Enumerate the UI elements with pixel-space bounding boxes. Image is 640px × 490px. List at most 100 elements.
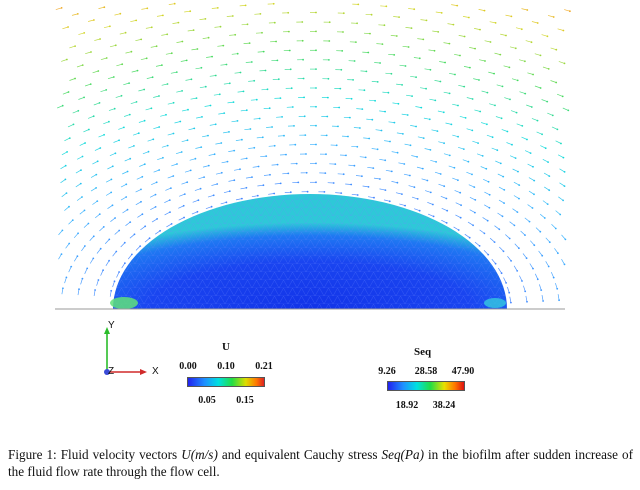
- velocity-vector: [512, 168, 519, 172]
- velocity-vector: [356, 108, 363, 110]
- velocity-vector: [466, 128, 473, 131]
- velocity-vector-head: [128, 113, 131, 116]
- velocity-vector: [525, 295, 528, 302]
- velocity-vector: [266, 126, 273, 128]
- velocity-vector-head: [245, 186, 248, 189]
- velocity-vector-head: [332, 182, 335, 184]
- velocity-vector: [371, 81, 378, 83]
- velocity-vector-head: [488, 206, 491, 209]
- velocity-vector-head: [315, 124, 317, 127]
- velocity-vector-head: [66, 58, 68, 61]
- velocity-vector-head: [81, 155, 84, 158]
- velocity-vector: [109, 290, 112, 297]
- velocity-vector: [235, 198, 242, 201]
- velocity-vector: [481, 90, 488, 93]
- velocity-vector-head: [70, 265, 73, 268]
- velocity-vector-head: [376, 81, 379, 83]
- velocity-vector-head: [315, 49, 317, 52]
- velocity-vector: [499, 246, 504, 252]
- velocity-vector: [60, 165, 66, 170]
- velocity-vector: [245, 61, 252, 63]
- velocity-vector-head: [416, 198, 419, 200]
- velocity-vector-head: [95, 173, 98, 176]
- velocity-vector: [74, 256, 78, 262]
- velocity-vector: [379, 110, 386, 112]
- velocity-vector: [240, 158, 247, 160]
- velocity-vector-head: [150, 107, 153, 110]
- velocity-vector-head: [524, 60, 526, 63]
- velocity-vector-head: [288, 30, 290, 33]
- velocity-vector-head: [244, 4, 247, 7]
- velocity-vector-head: [540, 289, 543, 291]
- velocity-vector: [523, 285, 526, 292]
- velocity-vector-head: [219, 25, 222, 28]
- velocity-vector-head: [287, 172, 290, 175]
- velocity-vector-head: [410, 27, 413, 29]
- velocity-vector-head: [510, 15, 513, 18]
- velocity-vector: [155, 230, 161, 235]
- velocity-vector: [190, 97, 197, 100]
- velocity-vector-head: [128, 82, 131, 84]
- velocity-vector: [120, 196, 127, 201]
- velocity-vector-head: [420, 106, 423, 109]
- velocity-vector-head: [269, 173, 271, 176]
- velocity-vector: [501, 129, 508, 132]
- velocity-vector: [215, 172, 222, 175]
- velocity-vector-head: [181, 90, 184, 92]
- velocity-vector-head: [502, 250, 505, 253]
- velocity-vector-head: [115, 250, 118, 253]
- velocity-vector-head: [108, 238, 111, 241]
- velocity-vector-head: [381, 43, 384, 45]
- velocity-vector-head: [179, 120, 182, 123]
- velocity-vector-head: [448, 92, 451, 95]
- velocity-vector-head: [103, 6, 106, 9]
- velocity-vector: [550, 80, 557, 83]
- velocity-vector: [478, 9, 485, 11]
- velocity-vector: [71, 13, 78, 16]
- velocity-vector: [220, 201, 227, 205]
- velocity-vector-head: [562, 29, 565, 32]
- velocity-vector: [403, 173, 410, 176]
- velocity-vector: [424, 148, 431, 151]
- velocity-vector-head: [212, 194, 215, 197]
- velocity-vector: [79, 142, 86, 146]
- velocity-vector-head: [460, 204, 462, 207]
- velocity-vector-head: [140, 38, 143, 41]
- velocity-vector: [335, 192, 342, 194]
- velocity-vector-head: [110, 178, 113, 181]
- velocity-vector: [92, 200, 98, 205]
- velocity-vector-head: [102, 226, 105, 228]
- velocity-vector: [227, 101, 234, 104]
- velocity-vector: [447, 23, 454, 25]
- velocity-vector: [513, 181, 520, 186]
- velocity-vector-head: [151, 76, 154, 79]
- velocity-vector: [121, 262, 126, 269]
- velocity-vector: [510, 110, 517, 113]
- velocity-vector-head: [297, 181, 300, 184]
- velocity-vector-head: [214, 123, 217, 126]
- velocity-vector: [105, 260, 110, 266]
- velocity-vector-head: [152, 138, 155, 141]
- velocity-vector-head: [401, 193, 403, 196]
- velocity-vector-head: [524, 92, 527, 95]
- velocity-vector-head: [126, 208, 129, 211]
- velocity-vector-head: [123, 241, 126, 244]
- velocity-vector: [498, 186, 505, 191]
- velocity-vector: [396, 83, 403, 86]
- velocity-vector: [507, 286, 510, 293]
- velocity-vector-head: [544, 147, 547, 150]
- velocity-vector-head: [506, 130, 509, 133]
- velocity-vector: [206, 56, 213, 58]
- velocity-vector-head: [133, 233, 136, 236]
- velocity-vector: [114, 230, 120, 235]
- velocity-vector-head: [118, 139, 120, 142]
- velocity-vector: [480, 166, 487, 170]
- velocity-vector: [484, 204, 490, 209]
- velocity-vector-head: [289, 191, 292, 194]
- velocity-vector-head: [97, 70, 100, 72]
- velocity-vector-head: [338, 106, 341, 109]
- velocity-vector-head: [220, 171, 223, 174]
- velocity-vector: [67, 124, 74, 128]
- velocity-vector-head: [204, 85, 207, 88]
- velocity-vector: [94, 38, 101, 41]
